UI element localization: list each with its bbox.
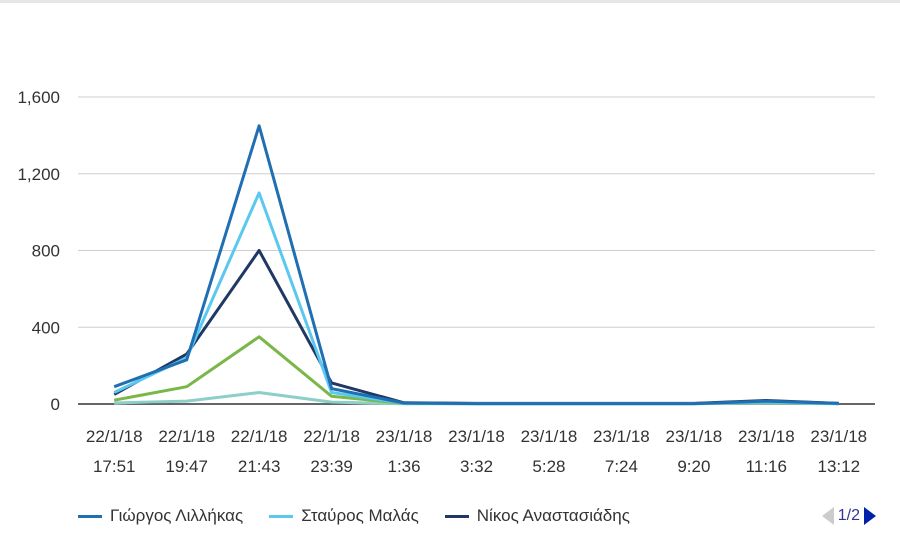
x-tick-label: 22/1/18 19:47	[158, 427, 215, 476]
legend: Γιώργος Λιλλήκας Σταύρος Μαλάς Νίκος Αναστ…	[78, 504, 656, 528]
legend-swatch	[444, 514, 469, 518]
y-axis-labels: 0 400 800 1,200 1,600	[17, 88, 60, 414]
legend-label: Σταύρος Μαλάς	[301, 506, 419, 525]
x-tick-label: 23/1/18 5:28	[521, 427, 578, 476]
x-tick-label: 23/1/18 3:32	[448, 427, 505, 476]
series-line	[113, 335, 839, 406]
arrow-left-icon[interactable]	[821, 507, 834, 525]
y-tick-label: 400	[32, 318, 60, 337]
legend-label: Γιώργος Λιλλήκας	[110, 506, 244, 525]
y-tick-label: 800	[32, 242, 60, 261]
x-tick-label: 23/1/18 13:12	[810, 427, 867, 476]
x-tick-label: 23/1/18 11:16	[738, 427, 795, 476]
top-border	[0, 0, 900, 3]
x-tick-label: 23/1/18 1:36	[376, 427, 433, 476]
series-line	[113, 124, 839, 406]
x-axis-labels: 22/1/18 17:51 22/1/18 19:47 22/1/18 21:43 22/1…	[86, 427, 867, 476]
x-tick-label: 22/1/18 21:43	[231, 427, 288, 476]
line-chart: 0 400 800 1,200 1,600 22/1/18 17:51 22/1/18 19:…	[17, 88, 875, 476]
legend-pager[interactable]: 1/2	[821, 503, 876, 529]
y-tick-label: 1,600	[17, 88, 60, 107]
legend-item[interactable]: Νίκος Αναστασιάδης	[444, 506, 630, 526]
x-tick-label: 23/1/18 7:24	[593, 427, 650, 476]
series-lines	[113, 124, 839, 406]
legend-label: Νίκος Αναστασιάδης	[476, 506, 630, 525]
y-tick-label: 0	[51, 395, 60, 414]
y-tick-label: 1,200	[17, 165, 60, 184]
grid-lines	[78, 96, 875, 405]
arrow-right-icon[interactable]	[864, 507, 876, 525]
legend-item[interactable]: Σταύρος Μαλάς	[269, 506, 419, 526]
x-tick-label: 22/1/18 23:39	[303, 427, 360, 476]
legend-item[interactable]: Γιώργος Λιλλήκας	[78, 506, 243, 526]
series-line	[113, 191, 839, 406]
pager-label: 1/2	[837, 507, 860, 524]
x-tick-label: 22/1/18 17:51	[86, 427, 143, 476]
legend-swatch	[269, 514, 294, 518]
x-tick-label: 23/1/18 9:20	[665, 427, 722, 476]
legend-swatch	[78, 514, 102, 518]
